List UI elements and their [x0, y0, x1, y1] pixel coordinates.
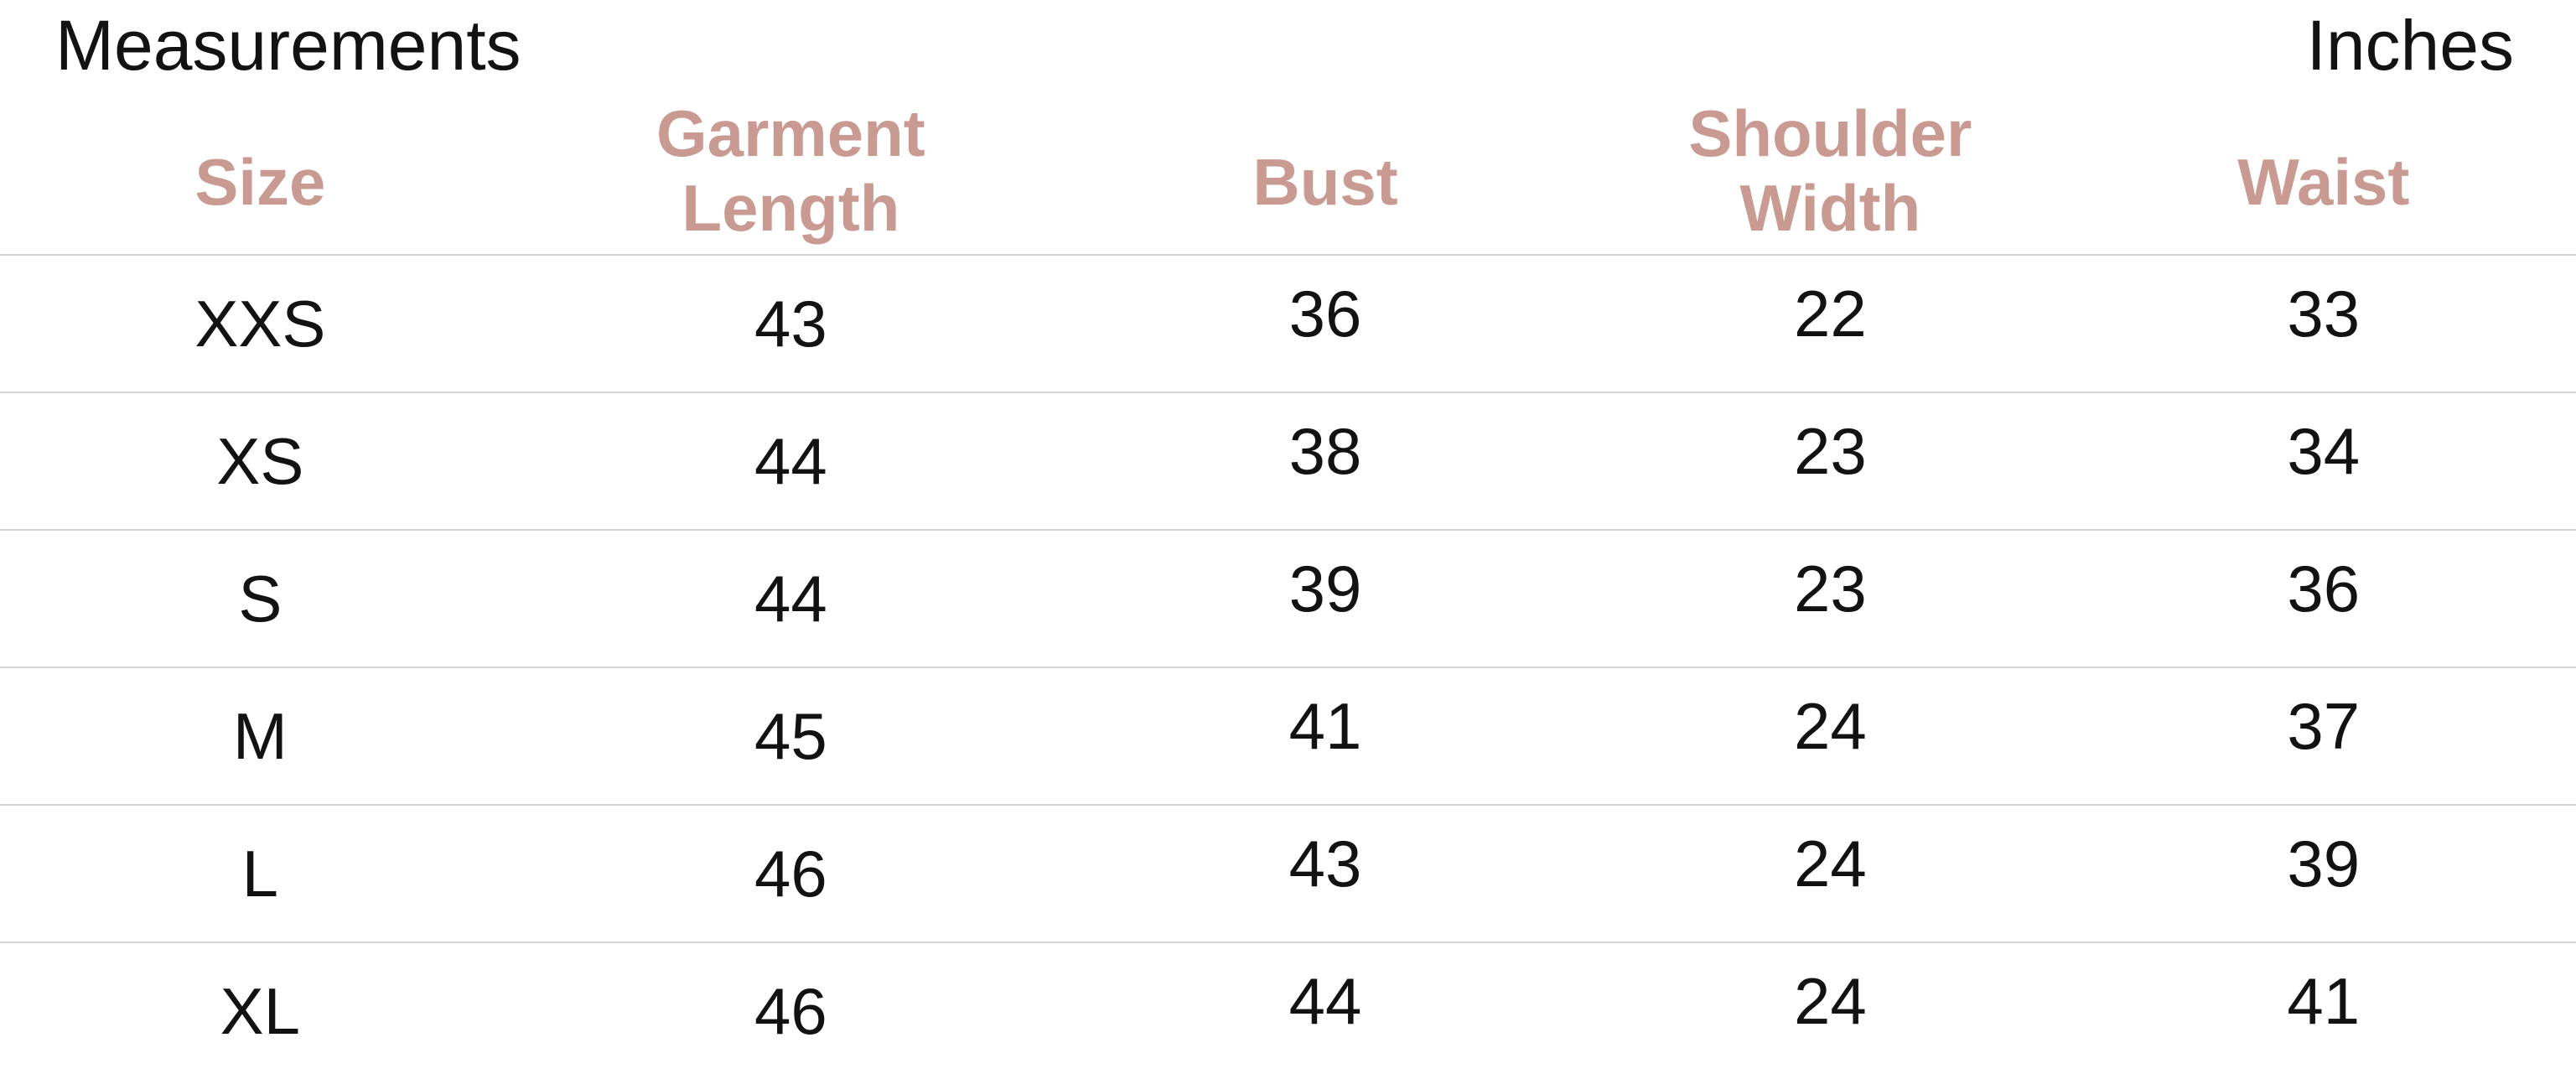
bust-value: 41: [1288, 689, 1362, 763]
column-header-waist: Waist: [2237, 145, 2410, 220]
bust-value: 44: [1288, 964, 1362, 1038]
title-row: Measurements Inches: [0, 0, 2576, 87]
size-value: XXS: [194, 287, 326, 361]
waist-value: 36: [2287, 552, 2361, 625]
bust-value: 38: [1288, 414, 1362, 488]
column-header-garment-length: Garment Length: [656, 96, 925, 245]
waist-value: 34: [2287, 414, 2361, 488]
garment-length-value: 44: [754, 424, 827, 498]
size-value: XS: [216, 424, 304, 498]
garment-length-value: 44: [754, 562, 827, 635]
table-row-l: L 46 43 24 39: [0, 804, 2576, 942]
size-value: XL: [220, 974, 301, 1048]
bust-value: 43: [1288, 827, 1362, 900]
waist-value: 33: [2287, 277, 2361, 350]
garment-length-value: 43: [754, 287, 827, 361]
table-row-xl: XL 46 44 24 41: [0, 942, 2576, 1079]
column-header-shoulder-width: Shoulder Width: [1688, 96, 1972, 245]
bust-value: 39: [1288, 552, 1362, 625]
size-value: S: [238, 562, 282, 635]
garment-length-value: 45: [754, 699, 827, 773]
column-header-bust: Bust: [1252, 145, 1398, 220]
page-title: Measurements: [55, 6, 521, 85]
size-value: L: [241, 837, 279, 910]
table-header-row: Size Garment Length Bust Shoulder Width …: [0, 87, 2576, 254]
column-header-size: Size: [194, 145, 326, 220]
garment-length-value: 46: [754, 974, 827, 1048]
shoulder-width-value: 24: [1793, 964, 1867, 1038]
garment-length-value: 46: [754, 837, 827, 910]
waist-value: 41: [2287, 964, 2361, 1038]
shoulder-width-value: 23: [1793, 552, 1867, 625]
shoulder-width-value: 24: [1793, 689, 1867, 763]
waist-value: 39: [2287, 827, 2361, 900]
shoulder-width-value: 24: [1793, 827, 1867, 900]
shoulder-width-value: 22: [1793, 277, 1867, 350]
size-value: M: [232, 699, 288, 773]
shoulder-width-value: 23: [1793, 414, 1867, 488]
unit-label: Inches: [2306, 6, 2515, 85]
table-row-xxs: XXS 43 36 22 33: [0, 254, 2576, 392]
table-row-m: M 45 41 24 37: [0, 667, 2576, 804]
waist-value: 37: [2287, 689, 2361, 763]
bust-value: 36: [1288, 277, 1362, 350]
table-row-s: S 44 39 23 36: [0, 529, 2576, 667]
table-row-xs: XS 44 38 23 34: [0, 392, 2576, 529]
measurements-table: Size Garment Length Bust Shoulder Width …: [0, 87, 2576, 1079]
